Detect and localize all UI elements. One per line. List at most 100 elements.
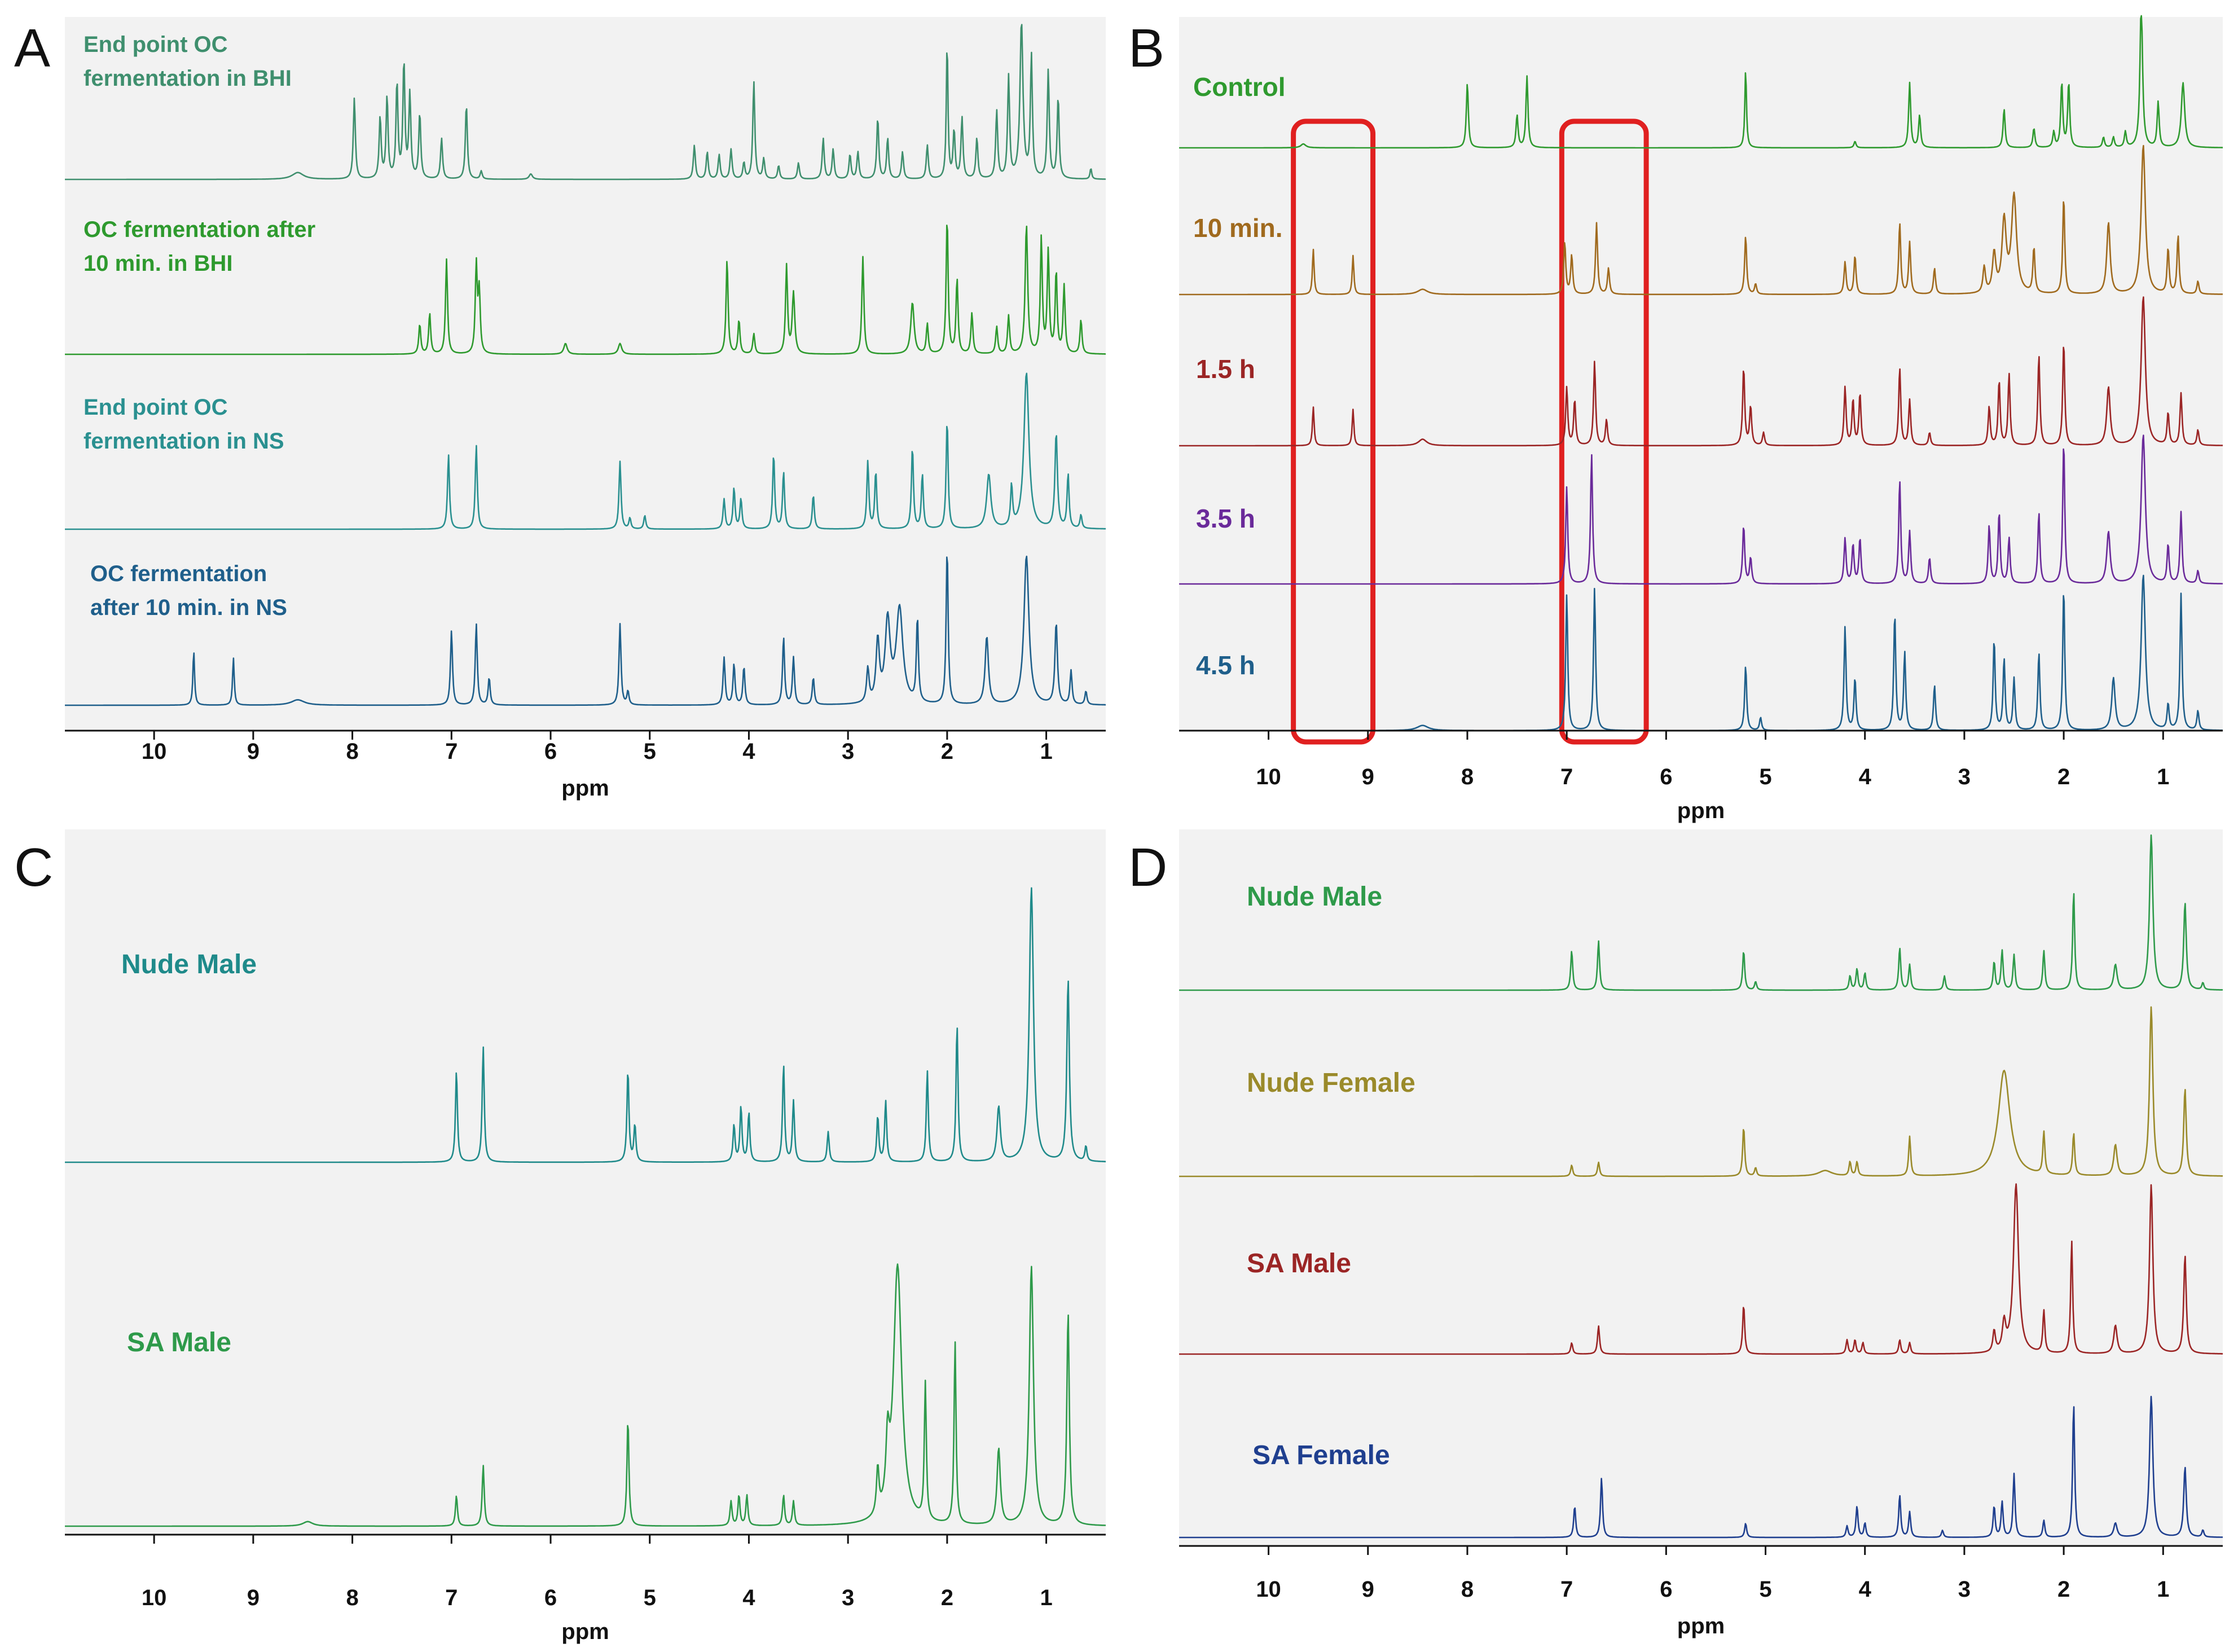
panel-background — [1179, 829, 2223, 1546]
spectrum-trace — [64, 887, 1106, 1163]
x-tick-label: 1 — [1040, 739, 1052, 764]
x-tick-label: 9 — [247, 739, 260, 764]
spectrum-trace — [1179, 1006, 2223, 1178]
x-tick-label: 5 — [644, 1585, 656, 1610]
x-tick-label: 4 — [742, 1585, 755, 1610]
series-label: OC fermentation after 10 min. in NS — [90, 561, 287, 620]
spectrum-trace — [1179, 834, 2223, 991]
panel-letter: D — [1128, 837, 1167, 898]
series-label: OC fermentation after 10 min. in BHI — [83, 217, 315, 276]
series-label-line: 10 min. — [1193, 213, 1283, 243]
x-tick-label: 4 — [1859, 765, 1872, 789]
series-label: End point OC fermentation in BHI — [83, 32, 292, 91]
series-label: 10 min. — [1193, 213, 1283, 243]
x-tick-label: 5 — [1759, 765, 1771, 789]
series-label-line: Nude Female — [1247, 1068, 1415, 1098]
x-tick-label: 7 — [1560, 765, 1573, 789]
series-label-line: SA Male — [1247, 1249, 1351, 1278]
x-tick-label: 9 — [1362, 1577, 1374, 1602]
panel-b: B Control 10 min. 1.5 h 3.5 h 4.5 h 10 9 8 7 6 5 4 3 2… — [1128, 15, 2223, 823]
series-label: End point OC fermentation in NS — [83, 395, 284, 454]
x-tick-label: 9 — [1362, 765, 1374, 789]
series-label: Control — [1193, 72, 1286, 102]
series-label-line: OC fermentation after — [83, 217, 315, 242]
x-tick-label: 2 — [2057, 1577, 2070, 1602]
series-label-line: Nude Male — [1247, 882, 1382, 912]
series-label-line: 3.5 h — [1196, 504, 1255, 533]
series-label-line: End point OC — [83, 32, 228, 57]
series-label-line: 4.5 h — [1196, 651, 1255, 680]
panel-a: A End point OC fermentation in BHI OC ferme… — [14, 17, 1106, 801]
series-label-line: after 10 min. in NS — [90, 595, 287, 620]
spectrum-trace — [64, 225, 1106, 355]
panel-background — [65, 829, 1106, 1535]
x-tick-label: 5 — [1759, 1577, 1771, 1602]
x-tick-label: 1 — [1040, 1585, 1052, 1610]
series-label-line: fermentation in BHI — [83, 66, 292, 91]
panel-letter: B — [1128, 18, 1164, 78]
x-tick-label: 3 — [842, 739, 854, 764]
series-label: Nude Female — [1247, 1068, 1415, 1098]
series-label-line: SA Female — [1252, 1440, 1390, 1470]
series-label-line: 10 min. in BHI — [83, 251, 233, 276]
x-tick-label: 6 — [1660, 765, 1672, 789]
spectrum-trace — [1179, 15, 2223, 149]
series-label-line: fermentation in NS — [83, 429, 284, 454]
panel-letter: A — [14, 18, 50, 78]
x-tick-label: 10 — [142, 1585, 167, 1610]
x-tick-label: 10 — [1256, 765, 1281, 789]
x-axis-label: ppm — [561, 1619, 609, 1644]
series-label-line: Nude Male — [121, 950, 257, 979]
x-tick-label: 7 — [1560, 1577, 1573, 1602]
series-label-line: 1.5 h — [1196, 354, 1255, 384]
x-tick-label: 6 — [544, 1585, 557, 1610]
x-tick-label: 6 — [1660, 1577, 1672, 1602]
series-label: 4.5 h — [1196, 651, 1255, 680]
x-tick-label: 9 — [247, 1585, 260, 1610]
spectrum-trace — [64, 372, 1106, 530]
series-label: SA Male — [1247, 1249, 1351, 1278]
spectrum-trace — [1179, 434, 2223, 585]
x-tick-label: 5 — [644, 739, 656, 764]
highlight-box — [1291, 118, 1376, 745]
series-label-line: End point OC — [83, 395, 228, 420]
series-label-line: SA Male — [127, 1328, 231, 1357]
series-label: Nude Male — [121, 950, 257, 979]
x-tick-label: 3 — [1958, 1577, 1971, 1602]
x-tick-label: 8 — [1461, 1577, 1474, 1602]
x-axis-label: ppm — [1677, 1614, 1725, 1638]
spectrum-trace — [1179, 144, 2223, 296]
x-tick-label: 6 — [544, 739, 557, 764]
x-tick-label: 4 — [1859, 1577, 1872, 1602]
spectrum-trace — [64, 1263, 1106, 1527]
panel-c: C Nude Male SA Male 10 9 8 7 6 5 4 3 2 1 ppm — [14, 829, 1106, 1644]
x-tick-label: 2 — [941, 1585, 953, 1610]
x-tick-label: 8 — [346, 1585, 358, 1610]
series-label-line: Control — [1193, 72, 1286, 102]
x-tick-label: 10 — [1256, 1577, 1281, 1602]
series-label-line: OC fermentation — [90, 561, 267, 586]
x-tick-label: 8 — [346, 739, 358, 764]
x-tick-label: 7 — [445, 739, 458, 764]
series-label: SA Male — [127, 1328, 231, 1357]
panel-background — [65, 17, 1106, 731]
panel-background — [1179, 17, 2223, 731]
x-tick-label: 2 — [2057, 765, 2070, 789]
spectrum-trace — [1179, 1183, 2223, 1355]
panel-letter: C — [14, 837, 53, 898]
x-tick-label: 2 — [941, 739, 953, 764]
x-tick-label: 1 — [2157, 765, 2169, 789]
spectrum-trace — [64, 555, 1106, 706]
x-tick-label: 8 — [1461, 765, 1474, 789]
x-tick-label: 3 — [842, 1585, 854, 1610]
x-tick-label: 3 — [1958, 765, 1971, 789]
spectrum-trace — [1179, 296, 2223, 447]
x-tick-label: 4 — [742, 739, 755, 764]
spectrum-trace — [1179, 1395, 2223, 1539]
series-label: 1.5 h — [1196, 354, 1255, 384]
series-label: Nude Male — [1247, 882, 1382, 912]
series-label: SA Female — [1252, 1440, 1390, 1470]
highlight-box — [1559, 118, 1649, 745]
x-tick-label: 10 — [142, 739, 167, 764]
